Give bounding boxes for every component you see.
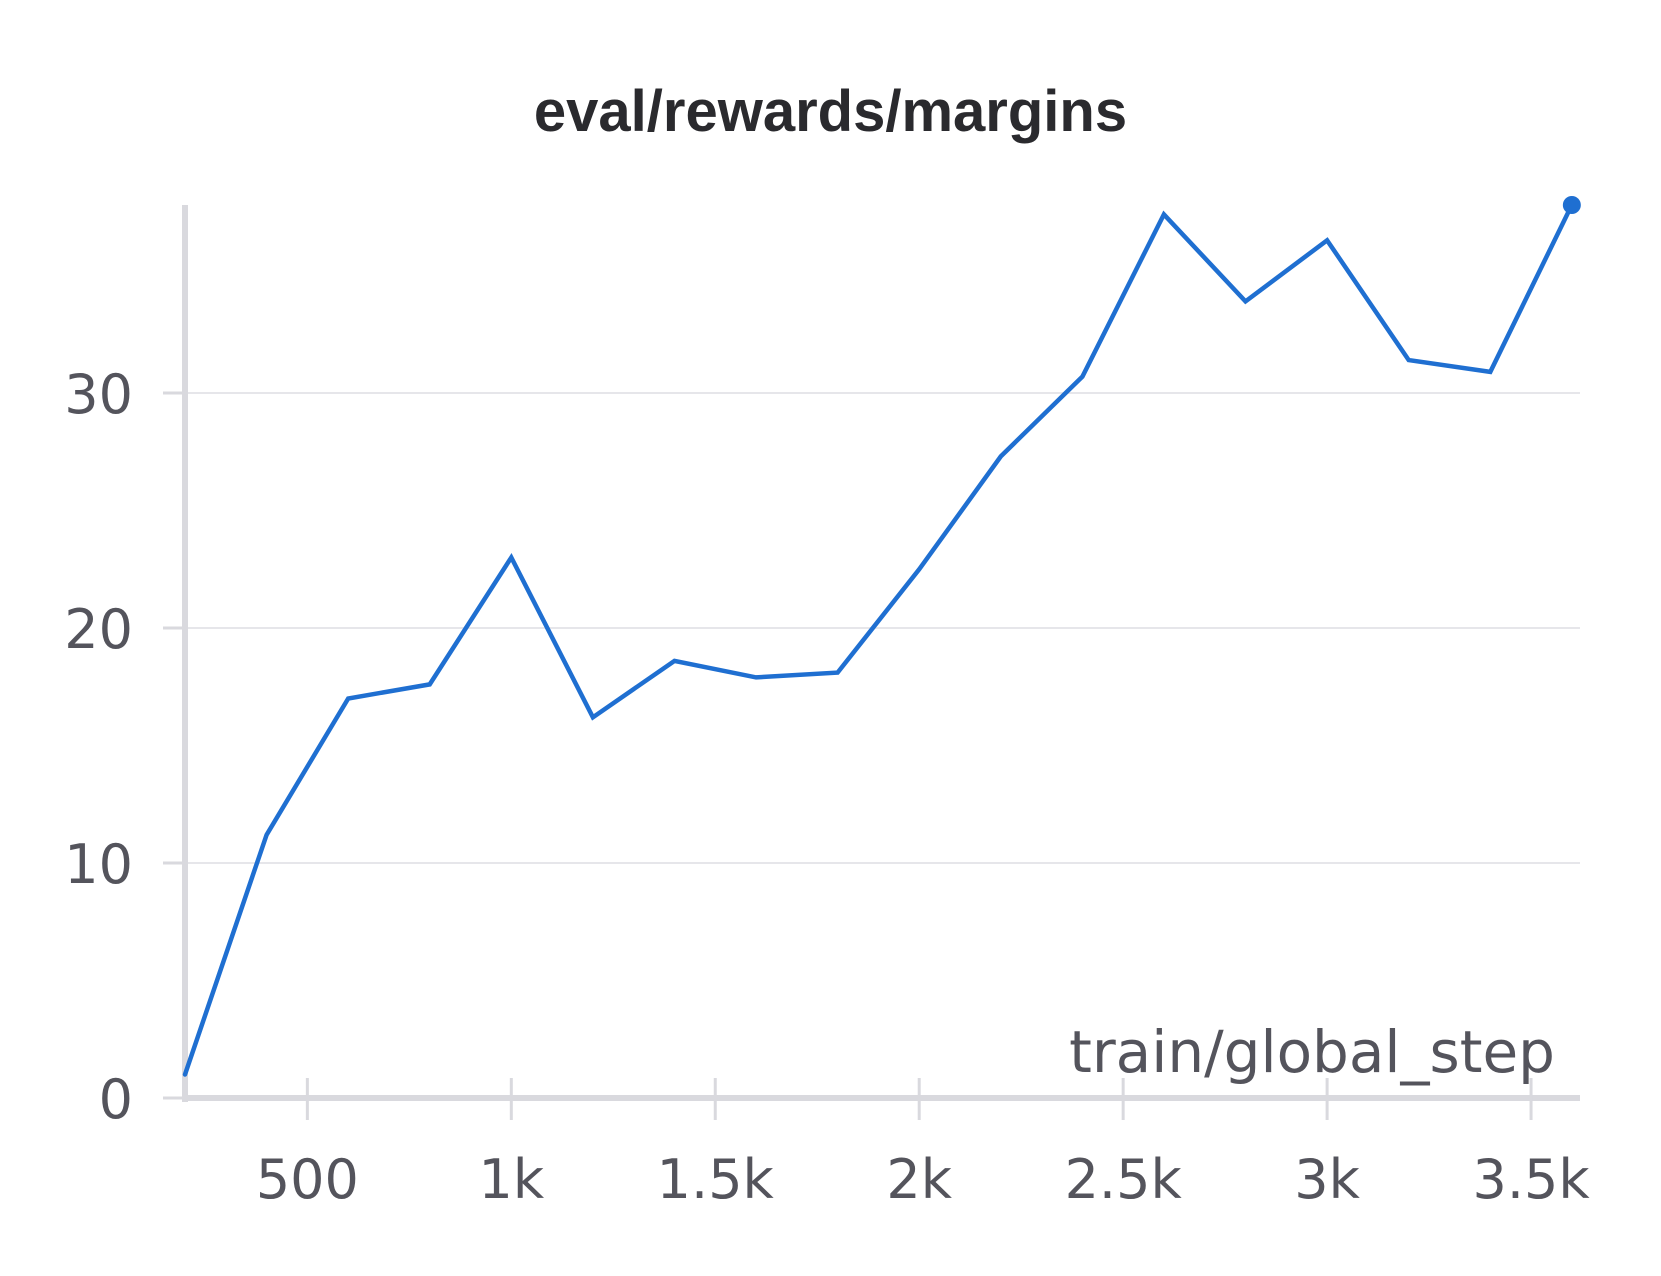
y-tick-label-0: 0 bbox=[99, 1068, 133, 1131]
chart-title: eval/rewards/margins bbox=[533, 79, 1128, 144]
x-tick-label-500: 500 bbox=[256, 1148, 359, 1211]
x-tick-label-1k: 1k bbox=[478, 1148, 544, 1211]
x-axis-title: train/global_step bbox=[1069, 1018, 1555, 1086]
y-tick-label-30: 30 bbox=[64, 363, 133, 426]
x-tick-label-2.5k: 2.5k bbox=[1065, 1148, 1183, 1211]
x-tick-label-2k: 2k bbox=[886, 1148, 952, 1211]
x-tick-label-3k: 3k bbox=[1294, 1148, 1360, 1211]
series-layer bbox=[182, 196, 1581, 1077]
y-tick-label-10: 10 bbox=[64, 833, 133, 896]
x-tick-label-3.5k: 3.5k bbox=[1472, 1148, 1590, 1211]
grid-lines bbox=[185, 392, 1580, 864]
series-line-0 bbox=[182, 202, 1575, 1077]
x-tick-label-1.5k: 1.5k bbox=[657, 1148, 775, 1211]
axes bbox=[163, 205, 1580, 1120]
series-end-marker bbox=[1562, 196, 1581, 214]
y-tick-label-20: 20 bbox=[64, 598, 133, 661]
tick-labels: 0 10 20 30 500 1k 1.5k 2k 2.5k 3k 3.5k bbox=[64, 363, 1590, 1211]
